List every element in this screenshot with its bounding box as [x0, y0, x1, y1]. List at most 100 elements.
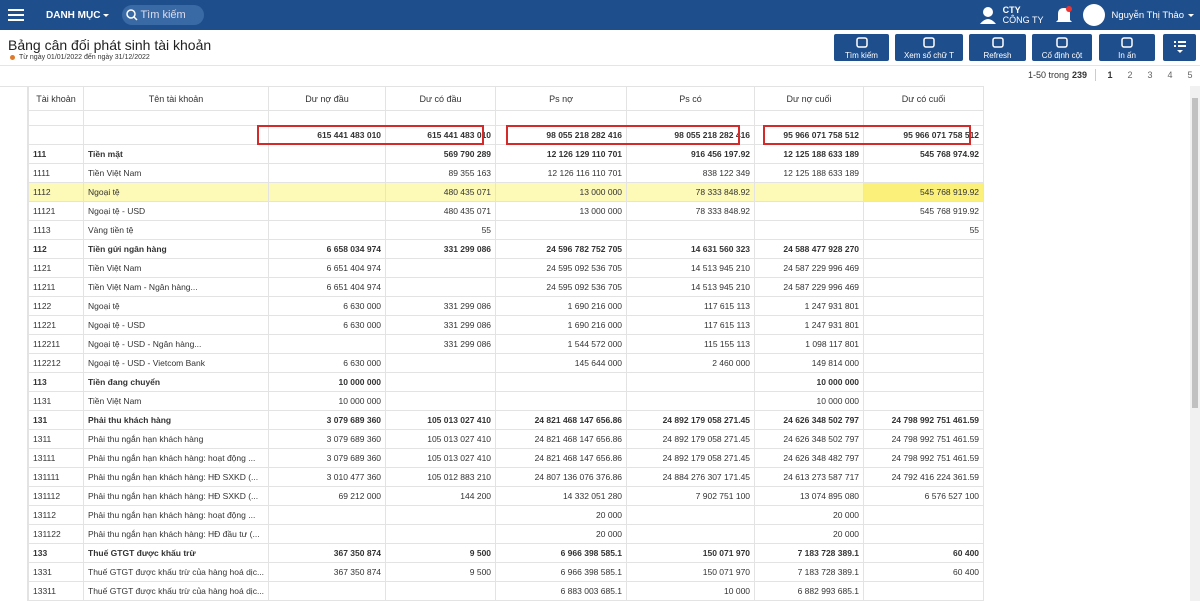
- page-link[interactable]: 1: [1107, 70, 1113, 80]
- account-row[interactable]: 1111 Tiền Việt Nam 89 355 163 12 126 116 11…: [28, 163, 985, 183]
- cell: 3 079 689 360: [268, 410, 387, 430]
- account-row[interactable]: 13112 Phải thu ngắn hạn khách hàng: hoạt …: [28, 505, 985, 525]
- cell: 24 595 092 536 705: [495, 258, 628, 278]
- cell: 24 596 782 752 705: [495, 239, 628, 259]
- cell: 1311: [28, 429, 84, 449]
- account-row[interactable]: 112 Tiền gửi ngân hàng 6 658 034 974 331 29…: [28, 239, 985, 259]
- catalog-menu[interactable]: DANH MỤC: [46, 9, 101, 21]
- toolbar-button[interactable]: Xem sổ chữ T: [895, 34, 963, 61]
- column-header[interactable]: Tài khoản: [28, 86, 84, 111]
- filter-cell[interactable]: [626, 110, 756, 126]
- account-row[interactable]: 133 Thuế GTGT được khấu trừ 367 350 874 9 5…: [28, 543, 985, 563]
- page-link[interactable]: 5: [1187, 70, 1193, 80]
- cell: 117 615 113: [626, 315, 756, 335]
- toolbar-button[interactable]: Cố định cột: [1032, 34, 1092, 61]
- company-icon[interactable]: [977, 4, 999, 26]
- cell: 131112: [28, 486, 84, 506]
- column-options-button[interactable]: [1163, 34, 1196, 61]
- account-row[interactable]: 111 Tiền mặt 569 790 289 12 126 129 110 701…: [28, 144, 985, 164]
- cell: 20 000: [495, 524, 628, 544]
- column-header[interactable]: Tên tài khoản: [82, 86, 270, 111]
- search-box[interactable]: Tìm kiếm: [122, 5, 205, 25]
- cell: Ngoại tệ - USD - Ngân hàng...: [82, 334, 270, 354]
- scrollbar[interactable]: [1190, 86, 1200, 601]
- cell: 10 000 000: [754, 391, 865, 411]
- cell: 133: [28, 543, 84, 563]
- filter-cell[interactable]: [82, 110, 270, 126]
- toolbar-button[interactable]: In ấn: [1099, 34, 1155, 61]
- cell: 13 074 895 080: [754, 486, 865, 506]
- account-row[interactable]: 131122 Phải thu ngắn hạn khách hàng: HĐ đ…: [28, 524, 985, 544]
- cell: [268, 163, 387, 183]
- column-header[interactable]: Ps có: [626, 86, 756, 111]
- filter-cell[interactable]: [754, 110, 865, 126]
- column-header[interactable]: Ps nợ: [495, 86, 628, 111]
- cell: 7 183 728 389.1: [754, 543, 865, 563]
- toolbar-button[interactable]: Tìm kiếm: [834, 34, 889, 61]
- account-row[interactable]: 11121 Ngoại tệ - USD 480 435 071 13 000 000…: [28, 201, 985, 221]
- cell: 24 587 229 996 469: [754, 277, 865, 297]
- page-link[interactable]: 3: [1147, 70, 1153, 80]
- cell: Thuế GTGT được khấu trừ của hàng hoá dịc…: [82, 562, 270, 582]
- filter-cell[interactable]: [495, 110, 628, 126]
- column-header[interactable]: Dư có cuối: [863, 86, 985, 111]
- avatar[interactable]: [1083, 4, 1106, 26]
- cell: [626, 372, 756, 392]
- account-row[interactable]: 131111 Phải thu ngắn hạn khách hàng: HĐ S…: [28, 467, 985, 487]
- cell: 1112: [28, 182, 84, 202]
- cell: 569 790 289: [385, 144, 497, 164]
- account-row[interactable]: 11211 Tiền Việt Nam - Ngân hàng... 6 651 4…: [28, 277, 985, 297]
- cell: [863, 239, 985, 259]
- filter-cell[interactable]: [268, 110, 387, 126]
- total-count: 239: [1071, 70, 1087, 80]
- cell: [268, 581, 387, 601]
- account-row[interactable]: 1311 Phải thu ngắn hạn khách hàng 3 079 68…: [28, 429, 985, 449]
- filter-cell[interactable]: [863, 110, 985, 126]
- column-header[interactable]: Dư nợ đầu: [268, 86, 387, 111]
- account-row[interactable]: 113 Tiền đang chuyển 10 000 000 10 000 000: [28, 372, 985, 392]
- column-header[interactable]: Dư nợ cuối: [754, 86, 865, 111]
- cell: 24 613 273 587 717: [754, 467, 865, 487]
- cell: [863, 505, 985, 525]
- cell: 12 125 188 633 189: [754, 144, 865, 164]
- account-row[interactable]: 1113 Vàng tiền tệ 55 55: [28, 220, 985, 240]
- user-name[interactable]: Nguyễn Thị Thảo: [1111, 9, 1184, 21]
- menu-toggle[interactable]: [0, 0, 36, 30]
- company[interactable]: CTY CÔNG TY: [1003, 5, 1044, 25]
- cell: 150 071 970: [626, 543, 756, 563]
- cell: 60 400: [863, 562, 985, 582]
- cell: 6 630 000: [268, 296, 387, 316]
- cell: 13311: [28, 581, 84, 601]
- account-row[interactable]: 131112 Phải thu ngắn hạn khách hàng: HĐ S…: [28, 486, 985, 506]
- account-row[interactable]: 1331 Thuế GTGT được khấu trừ của hàng hoá…: [28, 562, 985, 582]
- cell: [863, 277, 985, 297]
- account-row[interactable]: 13111 Phải thu ngắn hạn khách hàng: hoạt …: [28, 448, 985, 468]
- filter-cell[interactable]: [28, 110, 84, 126]
- filter-cell[interactable]: [385, 110, 497, 126]
- pagination: 1-50 trong 239 1 2 3 4 5: [1028, 68, 1200, 82]
- account-row[interactable]: 131 Phải thu khách hàng 3 079 689 360 105 0…: [28, 410, 985, 430]
- account-row[interactable]: 1122 Ngoại tệ 6 630 000 331 299 086 1 690 21…: [28, 296, 985, 316]
- account-row[interactable]: 1121 Tiền Việt Nam 6 651 404 974 24 595 092…: [28, 258, 985, 278]
- cell: [385, 391, 497, 411]
- cell: Tiền mặt: [82, 144, 270, 164]
- cell: [863, 581, 985, 601]
- notification-bell[interactable]: [1053, 4, 1075, 26]
- cell: 6 658 034 974: [268, 239, 387, 259]
- account-row[interactable]: 1112 Ngoại tệ 480 435 071 13 000 000 78 333 …: [28, 182, 985, 202]
- page-link[interactable]: 2: [1127, 70, 1133, 80]
- account-row[interactable]: 112211 Ngoại tệ - USD - Ngân hàng... 331 2…: [28, 334, 985, 354]
- page-link[interactable]: 4: [1167, 70, 1173, 80]
- cell: [385, 258, 497, 278]
- toolbar-button[interactable]: Refresh: [969, 34, 1026, 61]
- cell: [268, 220, 387, 240]
- scroll-thumb[interactable]: [1192, 98, 1198, 408]
- account-row[interactable]: 1131 Tiền Việt Nam 10 000 000 10 000 000: [28, 391, 985, 411]
- cell: 331 299 086: [385, 239, 497, 259]
- account-row[interactable]: 13311 Thuế GTGT được khấu trừ của hàng ho…: [28, 581, 985, 601]
- account-row[interactable]: 11221 Ngoại tệ - USD 6 630 000 331 299 086 1…: [28, 315, 985, 335]
- account-row[interactable]: 112212 Ngoại tệ - USD - Vietcom Bank 6 630…: [28, 353, 985, 373]
- column-header[interactable]: Dư có đầu: [385, 86, 497, 111]
- cell: [385, 372, 497, 392]
